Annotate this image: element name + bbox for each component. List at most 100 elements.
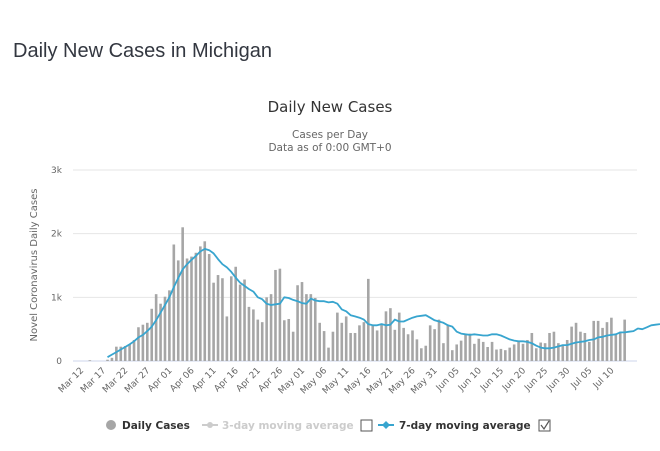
bar[interactable] [450,350,454,361]
bar[interactable] [371,325,375,361]
checkbox-3-day[interactable] [360,419,373,432]
bar[interactable] [601,327,604,361]
bar[interactable] [207,254,211,361]
bar[interactable] [610,317,613,361]
bar[interactable] [539,342,542,361]
bar[interactable] [397,312,401,361]
bar[interactable] [132,339,136,361]
bar[interactable] [229,276,233,361]
legend-item-3-day[interactable]: 3-day moving average [202,420,354,432]
bar[interactable] [473,343,476,361]
bar[interactable] [331,331,335,361]
bar[interactable] [548,332,551,361]
bar[interactable] [557,343,560,361]
bar[interactable] [199,246,202,361]
bar[interactable] [150,308,154,361]
bar[interactable] [283,320,286,361]
bar[interactable] [526,339,529,361]
bar[interactable] [495,349,498,361]
bar[interactable] [260,322,264,361]
bar[interactable] [185,258,189,361]
bar[interactable] [424,345,428,361]
bar[interactable] [437,319,441,361]
bar[interactable] [459,340,463,361]
bar[interactable] [517,341,520,361]
bar[interactable] [203,241,207,361]
bar[interactable] [309,294,313,361]
bar[interactable] [543,343,547,361]
bar[interactable] [512,344,516,361]
bar[interactable] [455,344,458,361]
bar[interactable] [88,360,92,361]
bar[interactable] [353,332,357,361]
bar[interactable] [508,347,512,361]
bar[interactable] [521,343,525,361]
bar[interactable] [163,296,167,361]
bar[interactable] [406,334,410,361]
bar[interactable] [141,324,145,361]
bar[interactable] [614,333,618,361]
bar[interactable] [318,322,321,361]
bar[interactable] [420,348,423,361]
bar[interactable] [115,346,118,361]
bar[interactable] [212,282,215,361]
bar[interactable] [402,327,405,361]
bar[interactable] [154,294,158,361]
bar[interactable] [265,297,268,361]
bar[interactable] [380,323,383,361]
bar[interactable] [486,346,489,361]
bar[interactable] [336,312,339,361]
bar[interactable] [123,346,127,361]
bar[interactable] [477,338,481,361]
bar[interactable] [172,244,176,361]
bar[interactable] [428,325,432,361]
bar[interactable] [442,343,445,361]
bar[interactable] [340,322,344,361]
bar[interactable] [176,260,180,361]
bar[interactable] [305,294,308,361]
bar[interactable] [618,331,622,361]
bar[interactable] [579,331,582,361]
bar[interactable] [481,341,485,361]
bar[interactable] [238,284,242,361]
bar[interactable] [194,252,198,361]
bar[interactable] [468,333,472,361]
legend-item-7-day[interactable]: 7-day moving average [378,420,531,432]
bar[interactable] [146,322,149,361]
bar[interactable] [623,319,626,361]
bar[interactable] [110,357,114,361]
bar[interactable] [252,309,255,361]
bar[interactable] [221,278,224,361]
bar[interactable] [375,330,379,361]
bar[interactable] [358,325,361,361]
bar[interactable] [190,256,193,361]
bar[interactable] [464,334,467,361]
bar[interactable] [411,330,414,361]
bar[interactable] [605,322,609,361]
bar[interactable] [291,331,295,361]
bar[interactable] [393,329,397,361]
bar[interactable] [287,318,291,361]
bar[interactable] [362,322,366,361]
bar[interactable] [504,350,507,361]
bar[interactable] [247,306,251,361]
bar[interactable] [216,275,220,361]
bar[interactable] [296,285,299,361]
bar[interactable] [389,308,392,361]
bar[interactable] [168,290,171,361]
bar[interactable] [327,347,330,361]
bar[interactable] [243,279,246,361]
bar[interactable] [278,268,282,361]
bar[interactable] [269,294,273,361]
bar[interactable] [565,339,569,361]
bar[interactable] [322,331,326,361]
bar[interactable] [119,346,123,361]
bar[interactable] [137,327,140,361]
bar[interactable] [313,297,317,361]
bar[interactable] [384,311,388,361]
bar[interactable] [583,332,587,361]
bar[interactable] [256,319,260,361]
bar[interactable] [490,341,494,361]
bar[interactable] [234,266,237,361]
bar[interactable] [534,348,538,361]
